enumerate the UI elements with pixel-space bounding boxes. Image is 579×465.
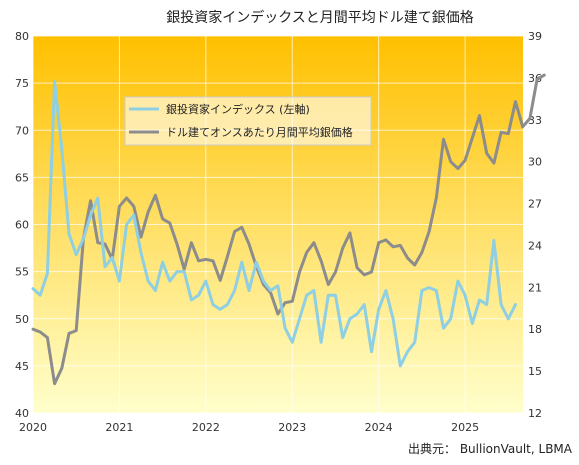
source-note: 出典元： BullionVault, LBMA: [408, 442, 573, 456]
legend-label-silver-investor-index: 銀投資家インデックス (左軸): [166, 102, 310, 116]
left-axis-tick-label: 50: [15, 313, 29, 326]
right-axis-tick-label: 12: [528, 407, 542, 420]
left-axis-tick-label: 40: [15, 407, 29, 420]
right-axis-tick-label: 21: [528, 281, 542, 294]
right-axis-tick-label: 18: [528, 323, 542, 336]
legend-box: [124, 96, 372, 146]
left-axis-tick-label: 65: [15, 171, 29, 184]
series-lines: [31, 73, 546, 386]
left-axis-tick-label: 60: [15, 219, 29, 232]
axis-ticks: 4045505560657075801215182124273033363920…: [15, 30, 542, 434]
chart-title: 銀投資家インデックスと月間平均ドル建て銀価格: [166, 9, 474, 26]
x-axis-tick-label: 2021: [105, 421, 133, 434]
grid-lines: [32, 35, 523, 414]
right-axis-tick-label: 15: [528, 365, 542, 378]
right-axis-tick-label: 27: [528, 198, 542, 211]
legend: 銀投資家インデックス (左軸) ドル建てオンスあたり月間平均銀価格: [124, 96, 372, 146]
right-axis-tick-label: 36: [528, 72, 542, 85]
right-axis-tick-label: 39: [528, 30, 542, 43]
right-axis-tick-label: 24: [528, 239, 542, 252]
left-axis-tick-label: 70: [15, 124, 29, 137]
series-line-silver-investor-index: [31, 79, 517, 368]
left-axis-tick-label: 45: [15, 360, 29, 373]
x-axis-tick-label: 2022: [192, 421, 220, 434]
x-axis-tick-label: 2020: [19, 421, 47, 434]
left-axis-tick-label: 55: [15, 266, 29, 279]
x-axis-tick-label: 2024: [365, 421, 393, 434]
x-axis-tick-label: 2025: [451, 421, 479, 434]
right-axis-tick-label: 30: [528, 156, 542, 169]
left-axis-tick-label: 80: [15, 30, 29, 43]
left-axis-tick-label: 75: [15, 77, 29, 90]
series-line-silver-price: [31, 73, 546, 386]
legend-label-silver-price: ドル建てオンスあたり月間平均銀価格: [166, 125, 353, 139]
x-axis-tick-label: 2023: [278, 421, 306, 434]
